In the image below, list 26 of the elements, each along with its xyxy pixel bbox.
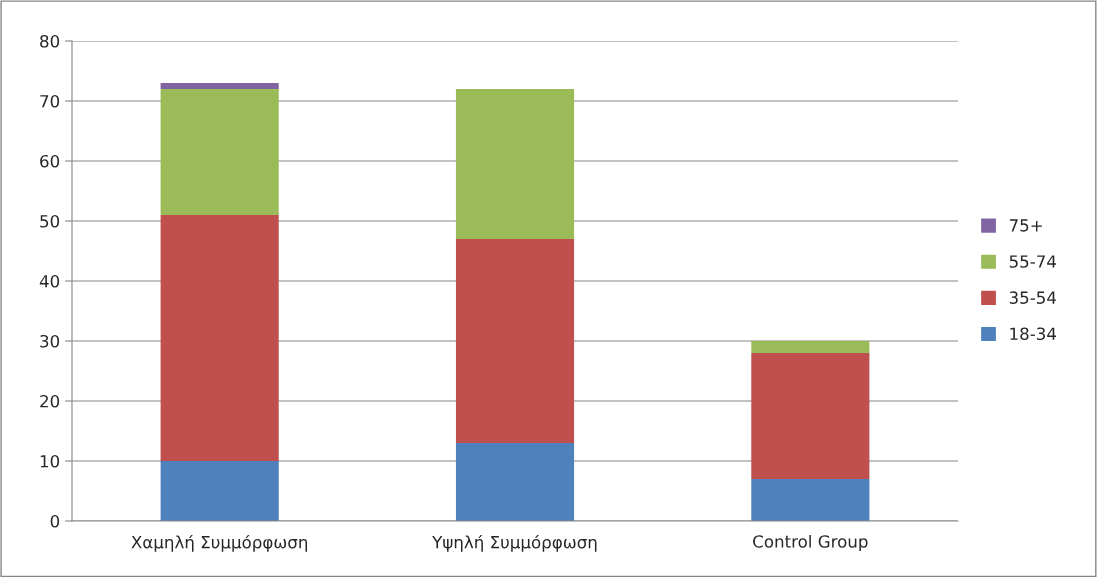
y-tick-label: 60 — [40, 154, 60, 168]
y-tick-label: 0 — [50, 514, 60, 528]
bar — [455, 443, 575, 521]
bar — [160, 89, 279, 215]
x-tick-label: Υψηλή Συμμόρφωση — [432, 534, 597, 552]
y-tick-label: 80 — [40, 34, 60, 48]
bar — [455, 89, 575, 239]
bar — [751, 341, 870, 353]
legend-label: 18-34 — [1010, 327, 1057, 341]
bar — [160, 461, 279, 521]
bar — [751, 479, 870, 521]
bar — [455, 239, 575, 443]
bar — [160, 215, 279, 461]
y-tick-label: 70 — [40, 94, 60, 108]
bar — [751, 353, 870, 479]
y-tick-label: 10 — [40, 454, 60, 468]
legend-label: 75+ — [1009, 219, 1042, 232]
y-tick-label: 20 — [40, 394, 60, 408]
legend-label: 35-54 — [1009, 291, 1057, 304]
x-tick-label: Χαμηλή Συμμόρφωση — [131, 534, 308, 552]
y-tick-label: 40 — [39, 274, 60, 288]
bar — [160, 83, 279, 89]
y-tick-label: 50 — [40, 214, 60, 228]
legend-label: 55-74 — [1009, 255, 1057, 268]
y-tick-label: 30 — [40, 334, 60, 348]
x-tick-label: Control Group — [753, 534, 868, 552]
